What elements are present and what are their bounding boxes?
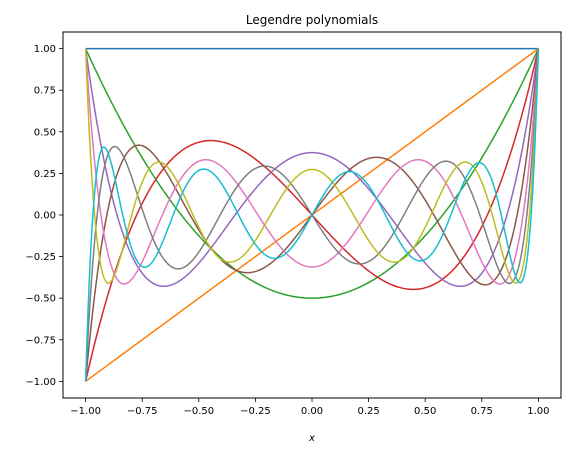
y-tick-label: −0.50 bbox=[25, 294, 56, 305]
y-axis-ticks: −1.00 −0.75 −0.50 −0.25 0.00 0.25 0.50 0.75 1.00 bbox=[25, 44, 63, 388]
series-line-p6 bbox=[84, 48, 540, 285]
series-line-p9 bbox=[84, 48, 540, 382]
x-tick-label: 0.50 bbox=[414, 406, 436, 417]
chart-title: Legendre polynomials bbox=[246, 13, 378, 27]
plot-lines bbox=[84, 47, 540, 382]
y-tick-label: 0.75 bbox=[34, 86, 56, 97]
y-tick-label: 0.00 bbox=[34, 211, 56, 222]
y-tick-label: −0.25 bbox=[25, 252, 56, 263]
x-axis-ticks: −1.00 −0.75 −0.50 −0.25 0.00 0.25 0.50 0.75 1.00 bbox=[70, 398, 549, 417]
x-tick-label: 0.75 bbox=[471, 406, 493, 417]
series-line-p4 bbox=[84, 48, 540, 288]
y-tick-label: 0.50 bbox=[34, 127, 56, 138]
y-tick-label: 0.25 bbox=[34, 169, 56, 180]
x-tick-label: 0.25 bbox=[357, 406, 379, 417]
x-tick-label: −0.50 bbox=[183, 406, 214, 417]
y-tick-label: −0.75 bbox=[25, 335, 56, 346]
x-tick-label: 1.00 bbox=[527, 406, 549, 417]
x-tick-label: 0.00 bbox=[301, 406, 323, 417]
x-tick-label: −1.00 bbox=[70, 406, 101, 417]
series-line-p2 bbox=[84, 48, 540, 299]
x-tick-label: −0.25 bbox=[240, 406, 271, 417]
x-axis-label: x bbox=[308, 433, 315, 444]
y-tick-label: 1.00 bbox=[34, 44, 56, 55]
y-tick-label: −1.00 bbox=[25, 377, 56, 388]
series-line-p8 bbox=[84, 48, 540, 284]
x-tick-label: −0.75 bbox=[127, 406, 158, 417]
